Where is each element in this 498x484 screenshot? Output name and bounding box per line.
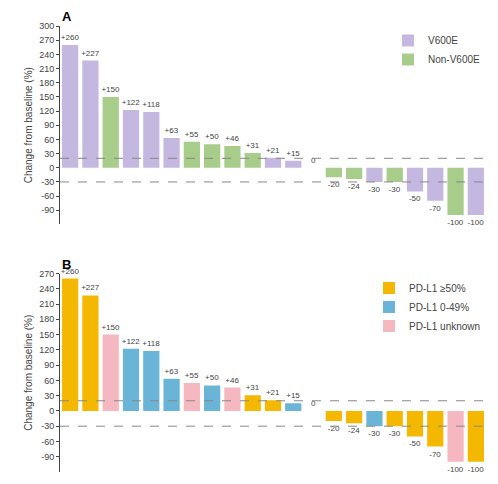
svg-text:210: 210	[39, 64, 54, 74]
svg-text:A: A	[62, 9, 72, 24]
svg-text:-30: -30	[41, 177, 54, 187]
svg-text:+260: +260	[61, 267, 80, 276]
svg-text:-60: -60	[41, 191, 54, 201]
svg-text:+63: +63	[165, 367, 179, 376]
svg-text:+31: +31	[246, 141, 260, 150]
svg-text:PD-L1 ≥50%: PD-L1 ≥50%	[409, 283, 466, 294]
svg-text:+15: +15	[286, 149, 300, 158]
svg-text:+15: +15	[286, 391, 300, 400]
svg-text:+31: +31	[246, 383, 260, 392]
svg-text:+150: +150	[101, 323, 120, 332]
svg-text:150: 150	[39, 92, 54, 102]
svg-text:+118: +118	[142, 100, 160, 109]
svg-text:+46: +46	[225, 376, 239, 385]
svg-text:-30: -30	[41, 421, 54, 431]
svg-text:-24: -24	[348, 426, 360, 435]
svg-text:270: 270	[39, 35, 54, 45]
svg-text:V600E: V600E	[428, 35, 458, 46]
svg-text:+55: +55	[185, 371, 199, 380]
svg-text:+122: +122	[122, 337, 141, 346]
svg-text:-24: -24	[348, 182, 360, 191]
svg-text:+122: +122	[122, 98, 141, 107]
svg-text:300: 300	[39, 21, 54, 31]
svg-text:-30: -30	[368, 429, 380, 438]
svg-text:180: 180	[39, 314, 54, 324]
svg-text:B: B	[62, 257, 71, 272]
svg-text:-100: -100	[468, 465, 485, 474]
svg-text:30: 30	[44, 391, 54, 401]
svg-text:+150: +150	[101, 85, 120, 94]
svg-text:-70: -70	[429, 450, 441, 459]
svg-text:+46: +46	[225, 134, 239, 143]
svg-text:-50: -50	[409, 194, 421, 203]
svg-text:-30: -30	[389, 185, 401, 194]
svg-text:90: 90	[44, 360, 54, 370]
svg-text:0: 0	[311, 156, 316, 165]
svg-text:0: 0	[49, 406, 54, 416]
svg-text:Non-V600E: Non-V600E	[428, 54, 480, 65]
svg-text:60: 60	[44, 376, 54, 386]
svg-text:+63: +63	[165, 126, 179, 135]
svg-text:-30: -30	[368, 185, 380, 194]
svg-text:0: 0	[311, 399, 316, 408]
svg-text:PD-L1 unknown: PD-L1 unknown	[409, 321, 480, 332]
svg-text:90: 90	[44, 120, 54, 130]
svg-text:150: 150	[39, 330, 54, 340]
svg-text:-60: -60	[41, 437, 54, 447]
svg-text:-50: -50	[409, 439, 421, 448]
svg-text:-100: -100	[447, 465, 464, 474]
svg-text:120: 120	[39, 345, 54, 355]
svg-text:60: 60	[44, 135, 54, 145]
svg-text:-30: -30	[389, 429, 401, 438]
svg-text:120: 120	[39, 106, 54, 116]
svg-text:+50: +50	[205, 373, 219, 382]
svg-text:240: 240	[39, 284, 54, 294]
svg-text:+21: +21	[266, 388, 280, 397]
svg-text:0: 0	[49, 163, 54, 173]
svg-text:+227: +227	[81, 283, 100, 292]
svg-text:180: 180	[39, 78, 54, 88]
svg-text:Change from baseline (%): Change from baseline (%)	[23, 67, 34, 183]
svg-text:+55: +55	[185, 130, 199, 139]
svg-text:+260: +260	[61, 33, 80, 42]
svg-text:270: 270	[39, 269, 54, 279]
svg-text:Change from baseline (%): Change from baseline (%)	[23, 315, 34, 431]
svg-text:+50: +50	[205, 132, 219, 141]
svg-text:30: 30	[44, 149, 54, 159]
svg-text:+21: +21	[266, 146, 280, 155]
svg-text:+118: +118	[142, 339, 160, 348]
svg-text:-100: -100	[468, 218, 485, 227]
svg-text:-20: -20	[328, 424, 340, 433]
svg-text:210: 210	[39, 299, 54, 309]
svg-text:-70: -70	[429, 204, 441, 213]
svg-text:-20: -20	[328, 180, 340, 189]
svg-text:-90: -90	[41, 205, 54, 215]
svg-text:240: 240	[39, 50, 54, 60]
svg-text:PD-L1 0-49%: PD-L1 0-49%	[409, 302, 469, 313]
svg-text:-90: -90	[41, 452, 54, 462]
svg-text:-100: -100	[447, 218, 464, 227]
svg-text:+227: +227	[81, 49, 100, 58]
